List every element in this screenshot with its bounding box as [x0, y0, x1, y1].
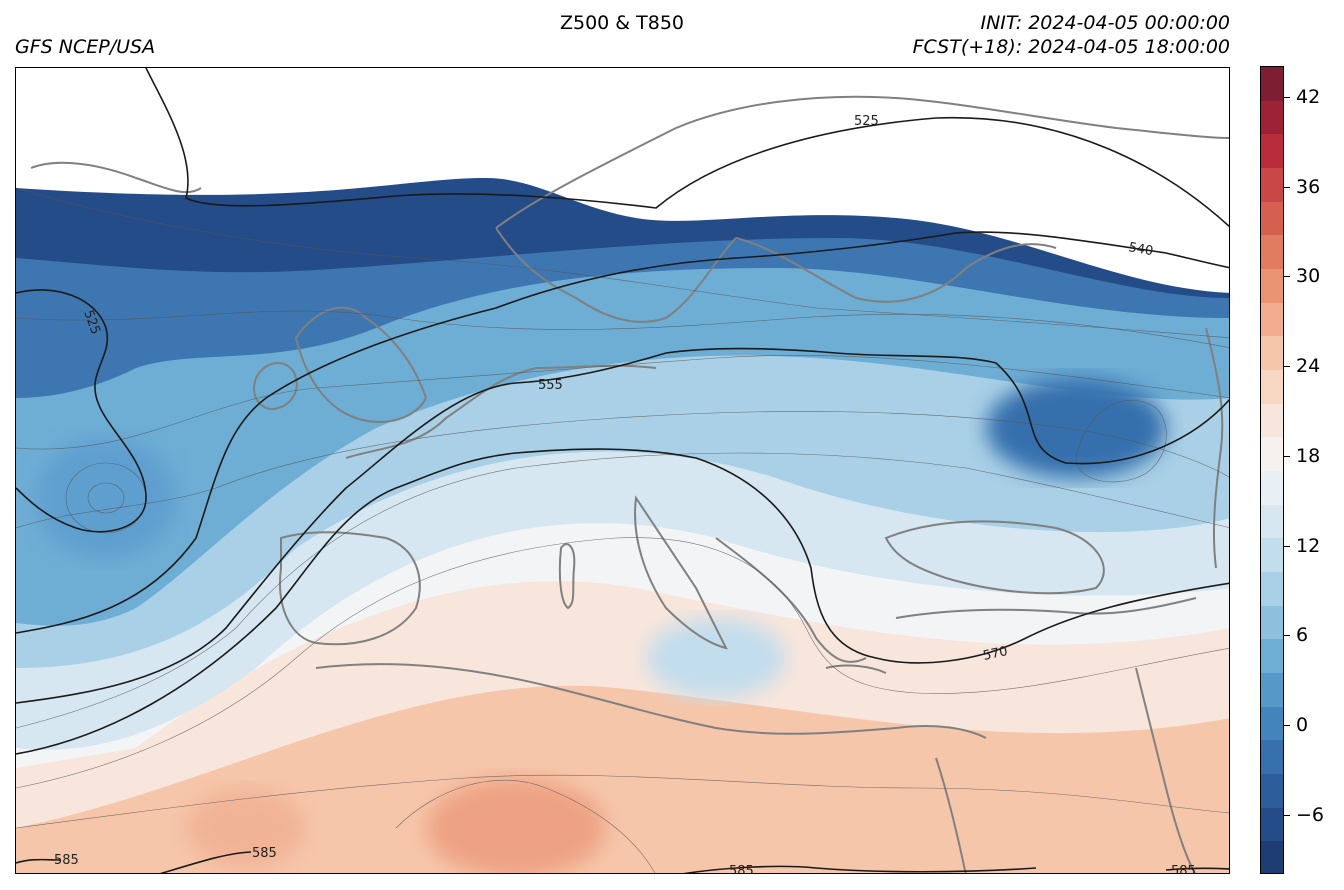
label-585-b: 585	[252, 846, 277, 861]
colorbar-tick-mark	[1284, 545, 1290, 547]
contour-525-west	[16, 289, 147, 533]
init-time: INIT: 2024-04-05 00:00:00	[980, 12, 1230, 34]
contour-585-b	[159, 851, 252, 873]
model-label: GFS NCEP/USA	[15, 36, 156, 58]
scandinavia-coast	[495, 95, 1229, 229]
colorbar-band	[1261, 504, 1283, 539]
label-585-a: 585	[54, 853, 79, 868]
forecast-time: FCST(+18): 2024-04-05 18:00:00	[912, 36, 1230, 58]
label-540: 540	[1127, 240, 1154, 259]
contour-555	[16, 347, 1229, 704]
crete-coast	[825, 664, 887, 674]
colorbar-band	[1261, 740, 1283, 775]
balkan-coast	[715, 537, 867, 663]
contour-585-c	[683, 865, 1037, 873]
colorbar-tick-mark	[1284, 455, 1290, 457]
label-555: 555	[538, 378, 563, 393]
colorbar-band	[1261, 302, 1283, 337]
colorbar-band	[1261, 538, 1283, 573]
italy-coast	[634, 495, 728, 650]
colorbar-band	[1261, 168, 1283, 203]
coastlines	[30, 95, 1229, 873]
iberia-coast	[279, 531, 421, 646]
run-info: INIT: 2024-04-05 00:00:00 FCST(+18): 202…	[913, 12, 1230, 60]
colorbar-tick-mark	[1284, 366, 1290, 368]
colorbar-band	[1261, 100, 1283, 135]
colorbar-band	[1261, 471, 1283, 506]
colorbar-tick-mark	[1284, 97, 1290, 98]
colorbar-band	[1261, 235, 1283, 270]
colorbar-tick-label: 0	[1296, 713, 1309, 736]
iceland-coast	[30, 161, 202, 194]
colorbar-tick-label: 6	[1296, 624, 1309, 647]
mediterranean-south-coast	[315, 663, 987, 739]
colorbar-band	[1261, 841, 1283, 873]
label-525-north: 525	[854, 114, 879, 129]
contour-labels: 525 525 540 555 570 585 585 585 585	[54, 114, 1196, 874]
colorbar-tick-label: 30	[1296, 265, 1321, 288]
colorbar-band	[1261, 807, 1283, 842]
colorbar-band	[1261, 67, 1283, 102]
colorbar-band	[1261, 437, 1283, 472]
label-570: 570	[982, 644, 1009, 664]
colorbar-band	[1261, 605, 1283, 640]
map-panel: 525 525 540 555 570 585 585 585 585	[15, 67, 1230, 874]
colorbar-tick-mark	[1284, 186, 1290, 188]
colorbar-tick-mark	[1284, 276, 1290, 278]
temperature-field	[16, 68, 1229, 873]
colorbar-tick-label: −6	[1296, 803, 1325, 826]
colorbar-tick-label: 36	[1296, 175, 1321, 198]
colorbar-band	[1261, 336, 1283, 371]
colorbar-band	[1261, 134, 1283, 169]
colorbar-tick-mark	[1284, 635, 1290, 637]
caspian-coast	[1205, 327, 1224, 569]
levant-coast	[1135, 667, 1197, 873]
colorbar-band	[1261, 706, 1283, 741]
colorbar-band	[1261, 269, 1283, 304]
colorbar-tick-mark	[1284, 724, 1290, 726]
colorbar-band	[1261, 673, 1283, 708]
colorbar-band	[1261, 572, 1283, 607]
label-585-d: 585	[1171, 864, 1196, 874]
british-isles-coast	[294, 306, 428, 423]
colorbar-tick-label: 42	[1296, 86, 1321, 108]
colorbar-tick-label: 18	[1296, 444, 1321, 467]
corsica-sardinia	[558, 543, 576, 610]
colorbar-band	[1261, 370, 1283, 405]
colorbar	[1260, 66, 1284, 874]
colorbar-tick-label: 12	[1296, 534, 1321, 557]
black-sea-coast	[884, 520, 1105, 595]
anatolia-coast	[895, 597, 1197, 619]
major-contours	[16, 68, 1229, 873]
norway-west-coast	[495, 227, 737, 323]
product-title: Z500 & T850	[559, 12, 685, 34]
contour-525-north	[145, 68, 1229, 228]
colorbar-band	[1261, 774, 1283, 809]
colorbar-band	[1261, 639, 1283, 674]
contour-570	[16, 448, 1229, 755]
nile-river	[935, 757, 967, 873]
colorbar-tick-mark	[1284, 814, 1290, 816]
ireland-coast	[253, 362, 298, 410]
colorbar-band	[1261, 201, 1283, 236]
contour-585-d	[1165, 867, 1229, 871]
colorbar-tick-label: 24	[1296, 355, 1321, 378]
colorbar-band	[1261, 403, 1283, 438]
baltic-coast	[735, 237, 1057, 303]
contour-585-a	[16, 858, 62, 864]
label-585-c: 585	[729, 864, 754, 874]
contour-540	[16, 231, 1229, 634]
forecast-map: 525 525 540 555 570 585 585 585 585	[16, 68, 1229, 874]
